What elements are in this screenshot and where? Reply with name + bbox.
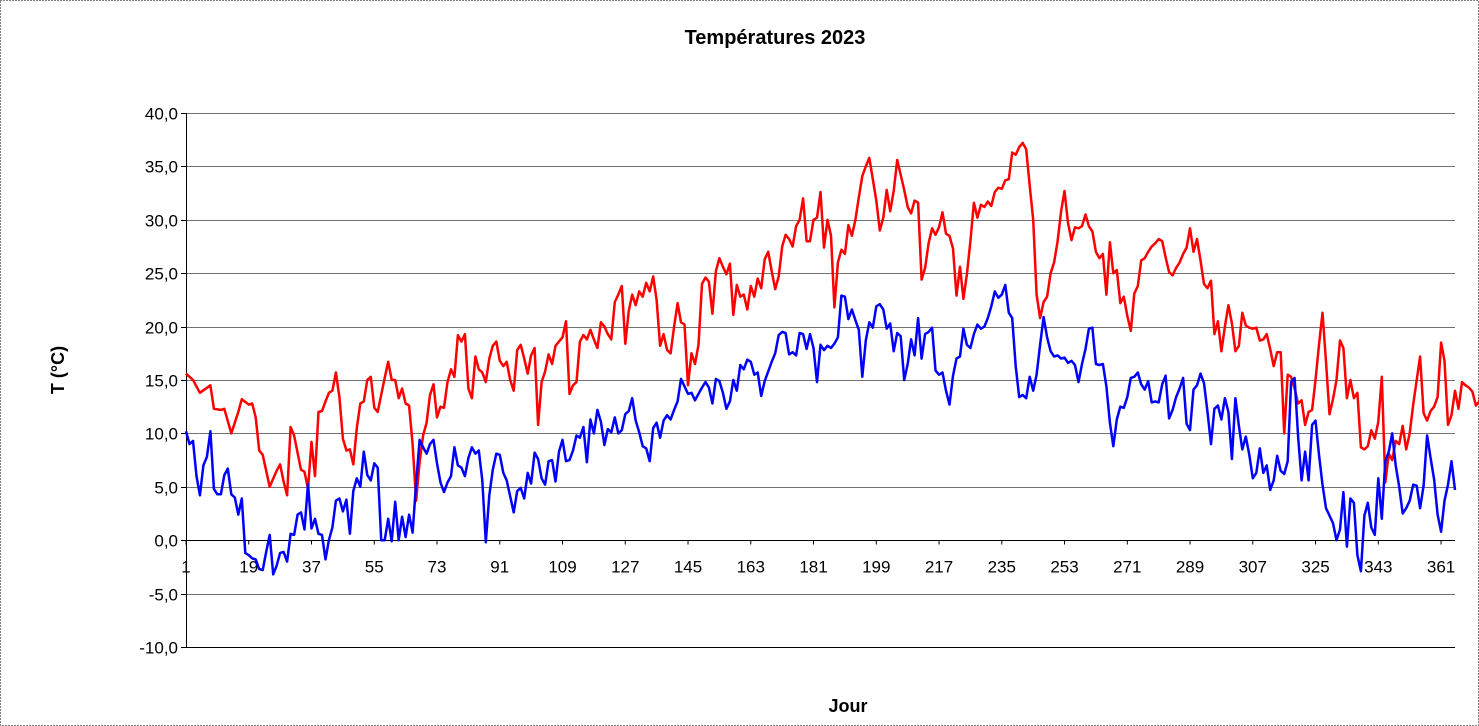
x-axis-label: Jour (828, 696, 867, 716)
y-tick-label: 5,0 (154, 479, 178, 498)
x-tick-label: 55 (365, 558, 384, 577)
x-tick-label: 19 (239, 558, 258, 577)
y-axis-label: T (°C) (48, 346, 68, 394)
x-tick-label: 73 (428, 558, 447, 577)
x-tick-label: 253 (1050, 558, 1078, 577)
y-tick-label: 0,0 (154, 532, 178, 551)
y-tick-labels: 40,0 35,0 30,0 25,0 20,0 15,0 10,0 5,0 0,0 -5,0 -1… (139, 105, 178, 658)
chart-title: Températures 2023 (685, 27, 866, 49)
x-tick-label: 145 (674, 558, 702, 577)
series-line-red (185, 141, 1479, 502)
y-tick-label: 25,0 (145, 265, 178, 284)
y-tick-label: -5,0 (149, 586, 178, 605)
y-tick-label: 15,0 (145, 372, 178, 391)
y-tick-label: -10,0 (139, 639, 178, 658)
x-tick-label: 109 (548, 558, 576, 577)
x-tick-label: 361 (1427, 558, 1455, 577)
x-tick-label: 127 (611, 558, 639, 577)
x-tick-label: 1 (181, 558, 190, 577)
axes (181, 113, 1455, 648)
x-tick-label: 163 (737, 558, 765, 577)
x-tick-label: 325 (1301, 558, 1329, 577)
y-tick-label: 10,0 (145, 425, 178, 444)
x-tick-label: 91 (490, 558, 509, 577)
x-tick-label: 289 (1176, 558, 1204, 577)
x-tick-label: 307 (1239, 558, 1267, 577)
data-series (184, 141, 1479, 576)
y-tick-label: 35,0 (145, 158, 178, 177)
x-tick-label: 181 (799, 558, 827, 577)
x-tick-label: 235 (988, 558, 1016, 577)
x-tick-label: 343 (1364, 558, 1392, 577)
x-tick-labels: 1 19 37 55 73 91 109 127 145 163 181 199 217 235 253 27… (181, 558, 1455, 577)
x-tick-label: 271 (1113, 558, 1141, 577)
y-tick-label: 30,0 (145, 212, 178, 231)
y-tick-label: 40,0 (145, 105, 178, 124)
y-tick-label: 20,0 (145, 319, 178, 338)
x-tick-label: 199 (862, 558, 890, 577)
series-line-blue (184, 283, 1457, 576)
x-tick-label: 217 (925, 558, 953, 577)
x-tick-label: 37 (302, 558, 321, 577)
